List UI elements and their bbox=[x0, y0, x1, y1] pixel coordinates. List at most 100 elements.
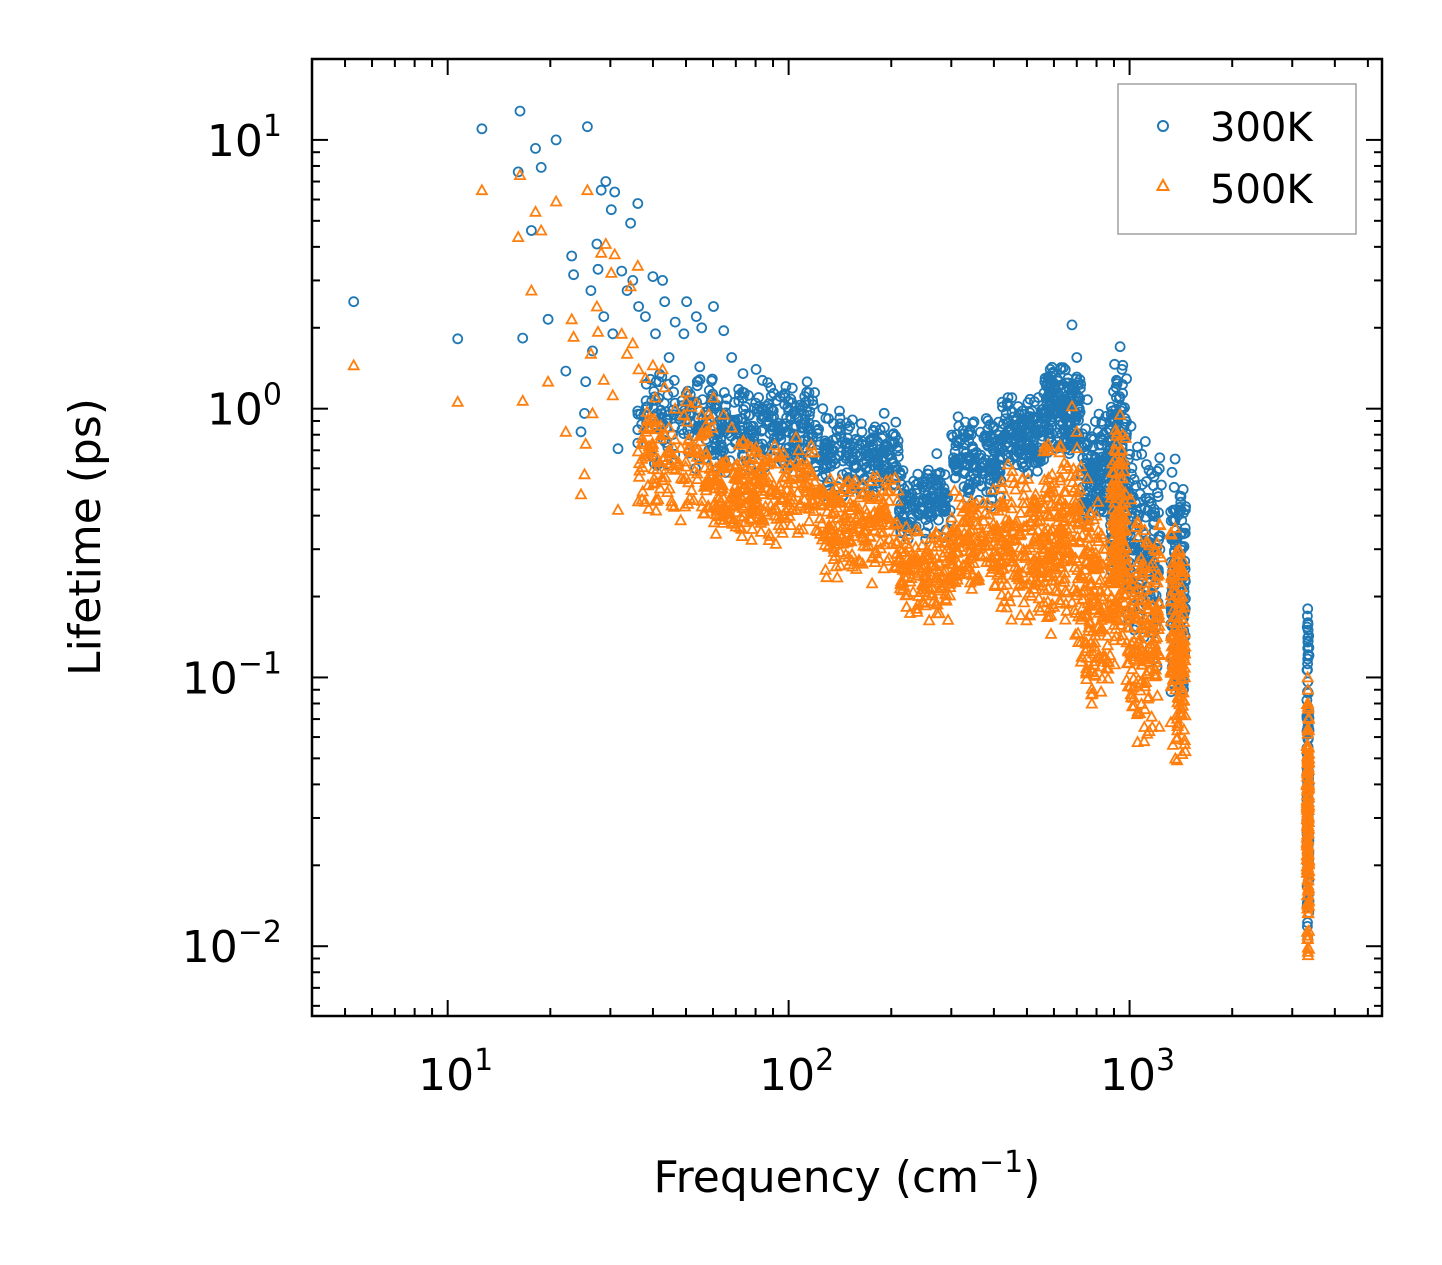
cloud-point-500k bbox=[1108, 657, 1122, 670]
cloud-point-500k bbox=[1119, 588, 1133, 601]
cloud-point-500k bbox=[1116, 471, 1130, 484]
data-point-500k bbox=[584, 346, 598, 359]
cloud-point-500k bbox=[818, 538, 832, 550]
cloud-point-500k bbox=[1122, 620, 1136, 633]
cloud-point-500k bbox=[1053, 595, 1067, 608]
cloud-point-500k bbox=[1113, 456, 1127, 468]
cloud-point-500k bbox=[793, 496, 807, 509]
cloud-point-500k bbox=[967, 556, 981, 568]
cloud-point-500k bbox=[776, 526, 790, 538]
data-point-300k bbox=[625, 217, 636, 229]
cloud-point-300k bbox=[764, 428, 776, 439]
cloud-point-500k bbox=[909, 522, 923, 535]
cloud-point-500k bbox=[898, 544, 912, 557]
cloud-point-300k bbox=[952, 411, 964, 423]
data-point-300k bbox=[718, 325, 730, 337]
cloud-point-300k bbox=[780, 381, 792, 392]
cloud-point-500k bbox=[690, 466, 704, 479]
data-point-300k bbox=[591, 238, 603, 250]
data-point-500k bbox=[631, 258, 645, 271]
cloud-point-500k bbox=[636, 484, 650, 497]
cloud-point-500k bbox=[789, 430, 803, 443]
cloud-point-500k bbox=[1028, 574, 1043, 586]
data-point-300k bbox=[1302, 617, 1314, 628]
data-point-500k bbox=[1029, 487, 1043, 500]
cloud-point-500k bbox=[800, 484, 814, 496]
cloud-point-500k bbox=[1165, 576, 1180, 589]
cloud-point-300k bbox=[1060, 377, 1072, 389]
cloud-point-500k bbox=[683, 431, 697, 444]
legend-marker-300k bbox=[1157, 120, 1169, 132]
cloud-point-500k bbox=[918, 598, 933, 611]
cloud-point-300k bbox=[1114, 391, 1126, 403]
data-point-500k bbox=[965, 503, 979, 515]
cloud-point-500k bbox=[754, 464, 768, 477]
cloud-point-300k bbox=[1015, 420, 1027, 432]
cloud-point-500k bbox=[1301, 860, 1315, 873]
x-tick-label: 101 bbox=[418, 1043, 493, 1101]
cloud-point-500k bbox=[1144, 621, 1158, 634]
cloud-point-500k bbox=[1004, 495, 1018, 508]
cloud-point-500k bbox=[874, 507, 888, 520]
cloud-point-500k bbox=[756, 474, 770, 487]
data-point-300k bbox=[587, 345, 598, 357]
cloud-point-300k bbox=[656, 371, 668, 383]
cloud-point-500k bbox=[1141, 691, 1155, 704]
cloud-point-500k bbox=[1116, 561, 1130, 573]
cloud-point-500k bbox=[1115, 443, 1129, 456]
cloud-point-500k bbox=[1066, 461, 1081, 474]
cloud-point-500k bbox=[956, 514, 970, 527]
cloud-point-300k bbox=[1032, 456, 1044, 468]
cloud-point-300k bbox=[807, 395, 818, 407]
cloud-point-500k bbox=[890, 493, 904, 506]
data-point-500k bbox=[565, 312, 579, 325]
cloud-point-500k bbox=[743, 511, 757, 524]
cloud-point-500k bbox=[983, 538, 997, 551]
cloud-point-500k bbox=[852, 501, 866, 514]
cloud-point-500k bbox=[1106, 572, 1121, 585]
data-point-300k bbox=[762, 377, 774, 389]
data-point-300k bbox=[678, 328, 690, 340]
data-point-500k bbox=[632, 362, 646, 375]
cloud-point-500k bbox=[1175, 680, 1189, 693]
data-point-300k bbox=[1141, 459, 1152, 470]
cloud-point-500k bbox=[891, 483, 905, 496]
cloud-point-500k bbox=[1025, 522, 1039, 535]
cloud-point-500k bbox=[1300, 827, 1314, 840]
cloud-point-300k bbox=[1175, 490, 1187, 502]
cloud-point-500k bbox=[1044, 509, 1058, 522]
data-point-300k bbox=[607, 328, 619, 340]
cloud-point-500k bbox=[819, 570, 834, 583]
cloud-point-500k bbox=[1128, 606, 1142, 618]
data-point-300k bbox=[659, 296, 671, 308]
cloud-point-500k bbox=[1108, 543, 1122, 555]
cloud-point-500k bbox=[1114, 618, 1128, 630]
data-point-300k bbox=[1092, 426, 1104, 438]
data-point-500k bbox=[778, 461, 792, 474]
data-point-300k bbox=[560, 365, 572, 377]
cloud-point-500k bbox=[751, 445, 765, 458]
cloud-point-300k bbox=[1058, 424, 1070, 436]
cloud-point-500k bbox=[1171, 689, 1186, 702]
cloud-point-500k bbox=[1301, 872, 1315, 885]
cloud-point-500k bbox=[1025, 557, 1039, 570]
cloud-point-300k bbox=[938, 488, 950, 500]
cloud-point-300k bbox=[861, 461, 873, 473]
cloud-point-500k bbox=[1005, 464, 1019, 476]
cloud-point-500k bbox=[1124, 636, 1138, 649]
cloud-point-300k bbox=[958, 445, 969, 457]
cloud-point-300k bbox=[950, 440, 962, 451]
cloud-point-500k bbox=[1117, 503, 1131, 516]
legend-label-300k: 300K bbox=[1210, 105, 1314, 151]
cloud-point-500k bbox=[654, 431, 668, 444]
cloud-point-500k bbox=[665, 498, 679, 511]
cloud-point-500k bbox=[641, 478, 655, 491]
cloud-point-300k bbox=[1085, 433, 1097, 445]
cloud-point-500k bbox=[735, 529, 749, 541]
cloud-point-500k bbox=[742, 463, 756, 476]
cloud-point-500k bbox=[668, 463, 682, 475]
data-point-500k bbox=[761, 457, 775, 470]
cloud-point-500k bbox=[785, 502, 799, 515]
cloud-point-300k bbox=[967, 418, 979, 429]
data-point-500k bbox=[1147, 542, 1161, 555]
